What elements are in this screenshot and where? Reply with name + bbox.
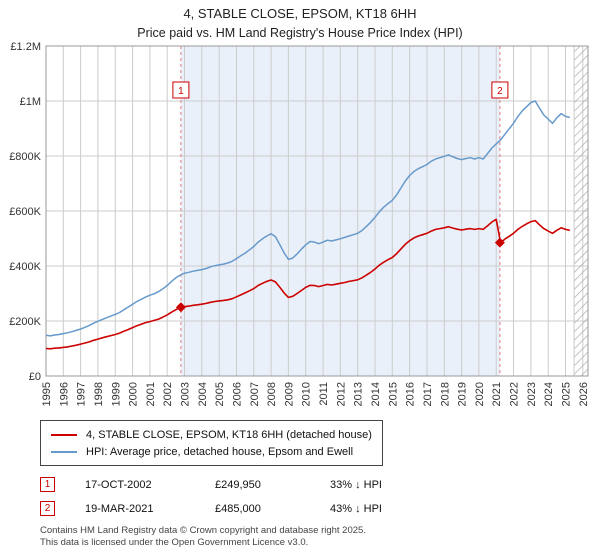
svg-text:2005: 2005 [214, 382, 226, 406]
svg-text:2017: 2017 [422, 382, 434, 406]
transaction-2-price: £485,000 [215, 502, 261, 515]
svg-text:2018: 2018 [439, 382, 451, 406]
svg-text:2011: 2011 [318, 382, 330, 406]
legend-item-property: 4, STABLE CLOSE, EPSOM, KT18 6HH (detach… [51, 426, 372, 443]
transaction-1-vs-hpi: 33% ↓ HPI [330, 478, 382, 491]
transaction-1-date: 17-OCT-2002 [85, 478, 152, 491]
page-subtitle: Price paid vs. HM Land Registry's House … [137, 26, 463, 40]
chart-legend: 4, STABLE CLOSE, EPSOM, KT18 6HH (detach… [40, 420, 383, 466]
svg-text:£200K: £200K [9, 316, 41, 328]
svg-text:2010: 2010 [301, 382, 313, 406]
svg-text:2012: 2012 [335, 382, 347, 406]
footer-line-1: Contains HM Land Registry data © Crown c… [40, 525, 366, 536]
svg-text:1999: 1999 [110, 382, 122, 406]
table-row: 1 17-OCT-2002 £249,950 33% ↓ HPI [40, 477, 600, 492]
svg-text:2021: 2021 [491, 382, 503, 406]
svg-text:£600K: £600K [9, 206, 41, 218]
svg-text:2020: 2020 [474, 382, 486, 406]
svg-text:2009: 2009 [283, 382, 295, 406]
svg-text:1997: 1997 [76, 382, 88, 406]
svg-text:2007: 2007 [249, 382, 261, 406]
svg-text:2022: 2022 [509, 382, 521, 406]
price-chart: £0 £200K £400K £600K £800K £1M £1.2M 1995 1996 19… [9, 41, 590, 406]
transaction-2-marker: 2 [40, 501, 55, 516]
svg-text:2024: 2024 [543, 382, 555, 406]
svg-text:2006: 2006 [232, 382, 244, 406]
legend-swatch-hpi [51, 450, 77, 453]
transaction-1-marker: 1 [40, 477, 55, 492]
transaction-1-price: £249,950 [215, 478, 261, 491]
svg-text:2015: 2015 [387, 382, 399, 406]
svg-text:2001: 2001 [145, 382, 157, 406]
license-footer: Contains HM Land Registry data © Crown c… [40, 525, 600, 550]
svg-text:2003: 2003 [180, 382, 192, 406]
page-title: 4, STABLE CLOSE, EPSOM, KT18 6HH [183, 6, 417, 21]
table-row: 2 19-MAR-2021 £485,000 43% ↓ HPI [40, 501, 600, 516]
svg-text:£0: £0 [29, 371, 41, 383]
legend-swatch-property [51, 433, 77, 436]
legend-item-hpi: HPI: Average price, detached house, Epso… [51, 443, 372, 460]
svg-text:1: 1 [178, 86, 184, 97]
svg-text:£400K: £400K [9, 261, 41, 273]
svg-text:2000: 2000 [128, 382, 140, 406]
svg-text:1998: 1998 [93, 382, 105, 406]
svg-text:1996: 1996 [58, 382, 70, 406]
svg-text:2019: 2019 [457, 382, 469, 406]
transaction-2-vs-hpi: 43% ↓ HPI [330, 502, 382, 515]
svg-text:2013: 2013 [353, 382, 365, 406]
svg-text:2026: 2026 [578, 382, 590, 406]
legend-label-property: 4, STABLE CLOSE, EPSOM, KT18 6HH (detach… [86, 428, 372, 441]
footer-line-2: This data is licensed under the Open Gov… [40, 537, 309, 549]
chart-header: 4, STABLE CLOSE, EPSOM, KT18 6HH Price p… [0, 0, 600, 40]
svg-text:2014: 2014 [370, 382, 382, 406]
svg-text:2023: 2023 [526, 382, 538, 406]
svg-text:£1.2M: £1.2M [10, 41, 41, 53]
transaction-2-date: 19-MAR-2021 [85, 502, 154, 515]
svg-text:2025: 2025 [561, 382, 573, 406]
svg-text:2016: 2016 [405, 382, 417, 406]
svg-text:£1M: £1M [20, 96, 41, 108]
svg-text:£800K: £800K [9, 151, 41, 163]
svg-text:2008: 2008 [266, 382, 278, 406]
svg-text:2002: 2002 [162, 382, 174, 406]
legend-label-hpi: HPI: Average price, detached house, Epso… [86, 445, 354, 458]
svg-text:1995: 1995 [41, 382, 53, 406]
transactions-table: 1 17-OCT-2002 £249,950 33% ↓ HPI 2 19-MA… [40, 477, 600, 516]
svg-text:2: 2 [497, 86, 503, 97]
svg-text:2004: 2004 [197, 382, 209, 406]
